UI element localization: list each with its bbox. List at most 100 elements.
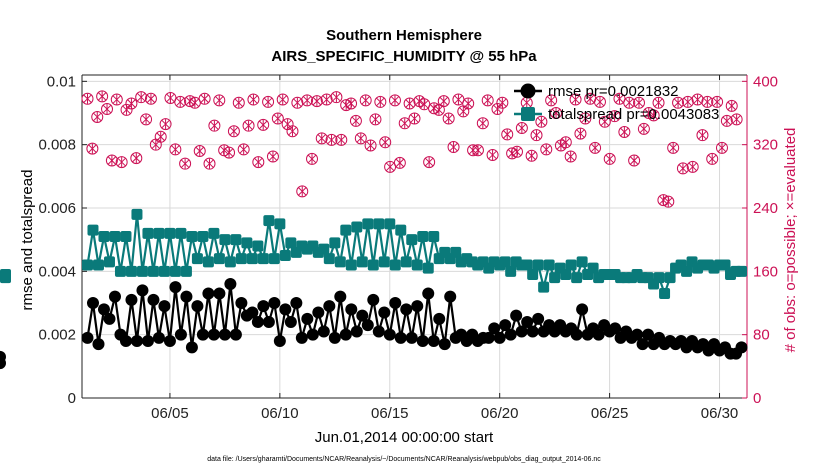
rmse-point <box>356 309 369 322</box>
obs-point <box>213 94 226 107</box>
obs-point <box>320 93 333 106</box>
obs-point <box>476 117 489 130</box>
totalspread-point <box>87 224 99 236</box>
obs-point <box>232 96 245 109</box>
obs-possible-marker <box>681 95 694 108</box>
rmse-point <box>158 300 171 313</box>
series-totalspread <box>0 208 748 299</box>
rmse-point <box>735 341 748 354</box>
obs-point <box>715 141 728 154</box>
totalspread-point <box>681 265 693 277</box>
obs-point <box>140 113 153 126</box>
rmse-point <box>0 357 6 370</box>
obs-possible-marker <box>437 95 450 108</box>
series-obs <box>81 90 743 208</box>
rmse-point <box>290 297 303 309</box>
totalspread-point <box>274 218 286 230</box>
x-axis-ticks: 06/05 06/10 06/15 06/20 06/25 06/30 <box>151 75 738 422</box>
rmse-point <box>125 293 138 306</box>
obs-point <box>720 114 733 127</box>
obs-possible-marker <box>193 145 206 157</box>
obs-possible-marker <box>706 152 719 165</box>
obs-possible-marker <box>686 160 699 173</box>
obs-point <box>354 132 367 145</box>
obs-possible-marker <box>545 94 558 107</box>
obs-point <box>257 118 270 131</box>
rmse-point <box>268 297 281 309</box>
totalspread-point <box>158 265 170 277</box>
totalspread-point <box>257 253 269 265</box>
obs-point <box>349 114 362 127</box>
obs-point <box>403 97 416 110</box>
rmse-point <box>482 331 495 344</box>
totalspread-point <box>191 253 203 265</box>
obs-point <box>730 113 743 126</box>
rmse-point <box>521 316 534 328</box>
obs-possible-marker <box>306 152 319 165</box>
rmse-point <box>642 328 655 341</box>
obs-point <box>208 119 221 132</box>
x-tick-label: 06/05 <box>151 405 189 422</box>
rmse-point <box>257 300 270 313</box>
obs-point <box>276 93 289 106</box>
obs-point <box>266 150 279 163</box>
totalspread-point <box>411 259 423 271</box>
obs-possible-marker <box>223 146 236 159</box>
obs-possible-marker <box>286 125 299 138</box>
obs-point <box>91 110 104 123</box>
rmse-point <box>218 328 231 341</box>
rmse-point <box>504 328 517 341</box>
rmse-point <box>433 312 446 325</box>
totalspread-point <box>0 272 11 284</box>
rmse-point <box>163 335 176 347</box>
obs-possible-marker <box>144 92 157 105</box>
obs-point <box>374 95 387 108</box>
rmse-point <box>526 325 539 338</box>
totalspread-point <box>422 262 434 274</box>
obs-possible-marker <box>564 150 577 163</box>
obs-possible-marker <box>354 132 367 145</box>
obs-point <box>701 95 714 108</box>
y-tick-label: 0 <box>68 390 76 407</box>
obs-possible-marker <box>359 94 372 107</box>
obs-possible-marker <box>593 95 606 108</box>
obs-possible-marker <box>730 113 743 126</box>
obs-point <box>203 157 216 170</box>
rmse-point <box>323 300 336 313</box>
obs-possible-marker <box>135 91 148 104</box>
obs-point <box>637 122 650 135</box>
obs-possible-marker <box>262 95 275 108</box>
totalspread-point <box>219 234 231 246</box>
obs-point <box>130 152 143 165</box>
obs-possible-marker <box>179 157 192 170</box>
legend-rmse-marker <box>520 83 536 99</box>
rmse-point <box>224 278 237 290</box>
obs-possible-marker <box>110 93 123 106</box>
obs-possible-marker <box>320 93 333 106</box>
obs-possible-marker <box>569 93 582 106</box>
totalspread-point <box>400 256 412 268</box>
totalspread-point <box>362 218 374 230</box>
obs-possible-marker <box>506 147 519 160</box>
obs-point <box>467 144 480 157</box>
rmse-point <box>394 331 407 344</box>
obs-point <box>633 96 646 109</box>
rmse-point <box>207 328 220 341</box>
obs-possible-marker <box>515 122 528 135</box>
obs-point <box>628 154 641 167</box>
rmse-point <box>103 312 116 325</box>
x-tick-label: 06/25 <box>591 405 629 422</box>
y-axis-ticks: 0 0.002 0.004 0.006 0.008 0.01 <box>38 73 87 407</box>
obs-point <box>286 125 299 138</box>
rmse-point <box>246 306 259 319</box>
obs-possible-marker <box>672 96 685 109</box>
rmse-point <box>191 300 204 313</box>
obs-point <box>589 141 602 154</box>
obs-possible-marker <box>501 128 514 141</box>
obs-possible-marker <box>379 136 392 149</box>
obs-point <box>144 92 157 105</box>
obs-possible-marker <box>652 96 665 109</box>
totalspread-point <box>450 246 462 258</box>
y2-axis-label: # of obs: o=possible; ×=evaluated <box>782 128 799 353</box>
obs-point <box>242 119 255 132</box>
